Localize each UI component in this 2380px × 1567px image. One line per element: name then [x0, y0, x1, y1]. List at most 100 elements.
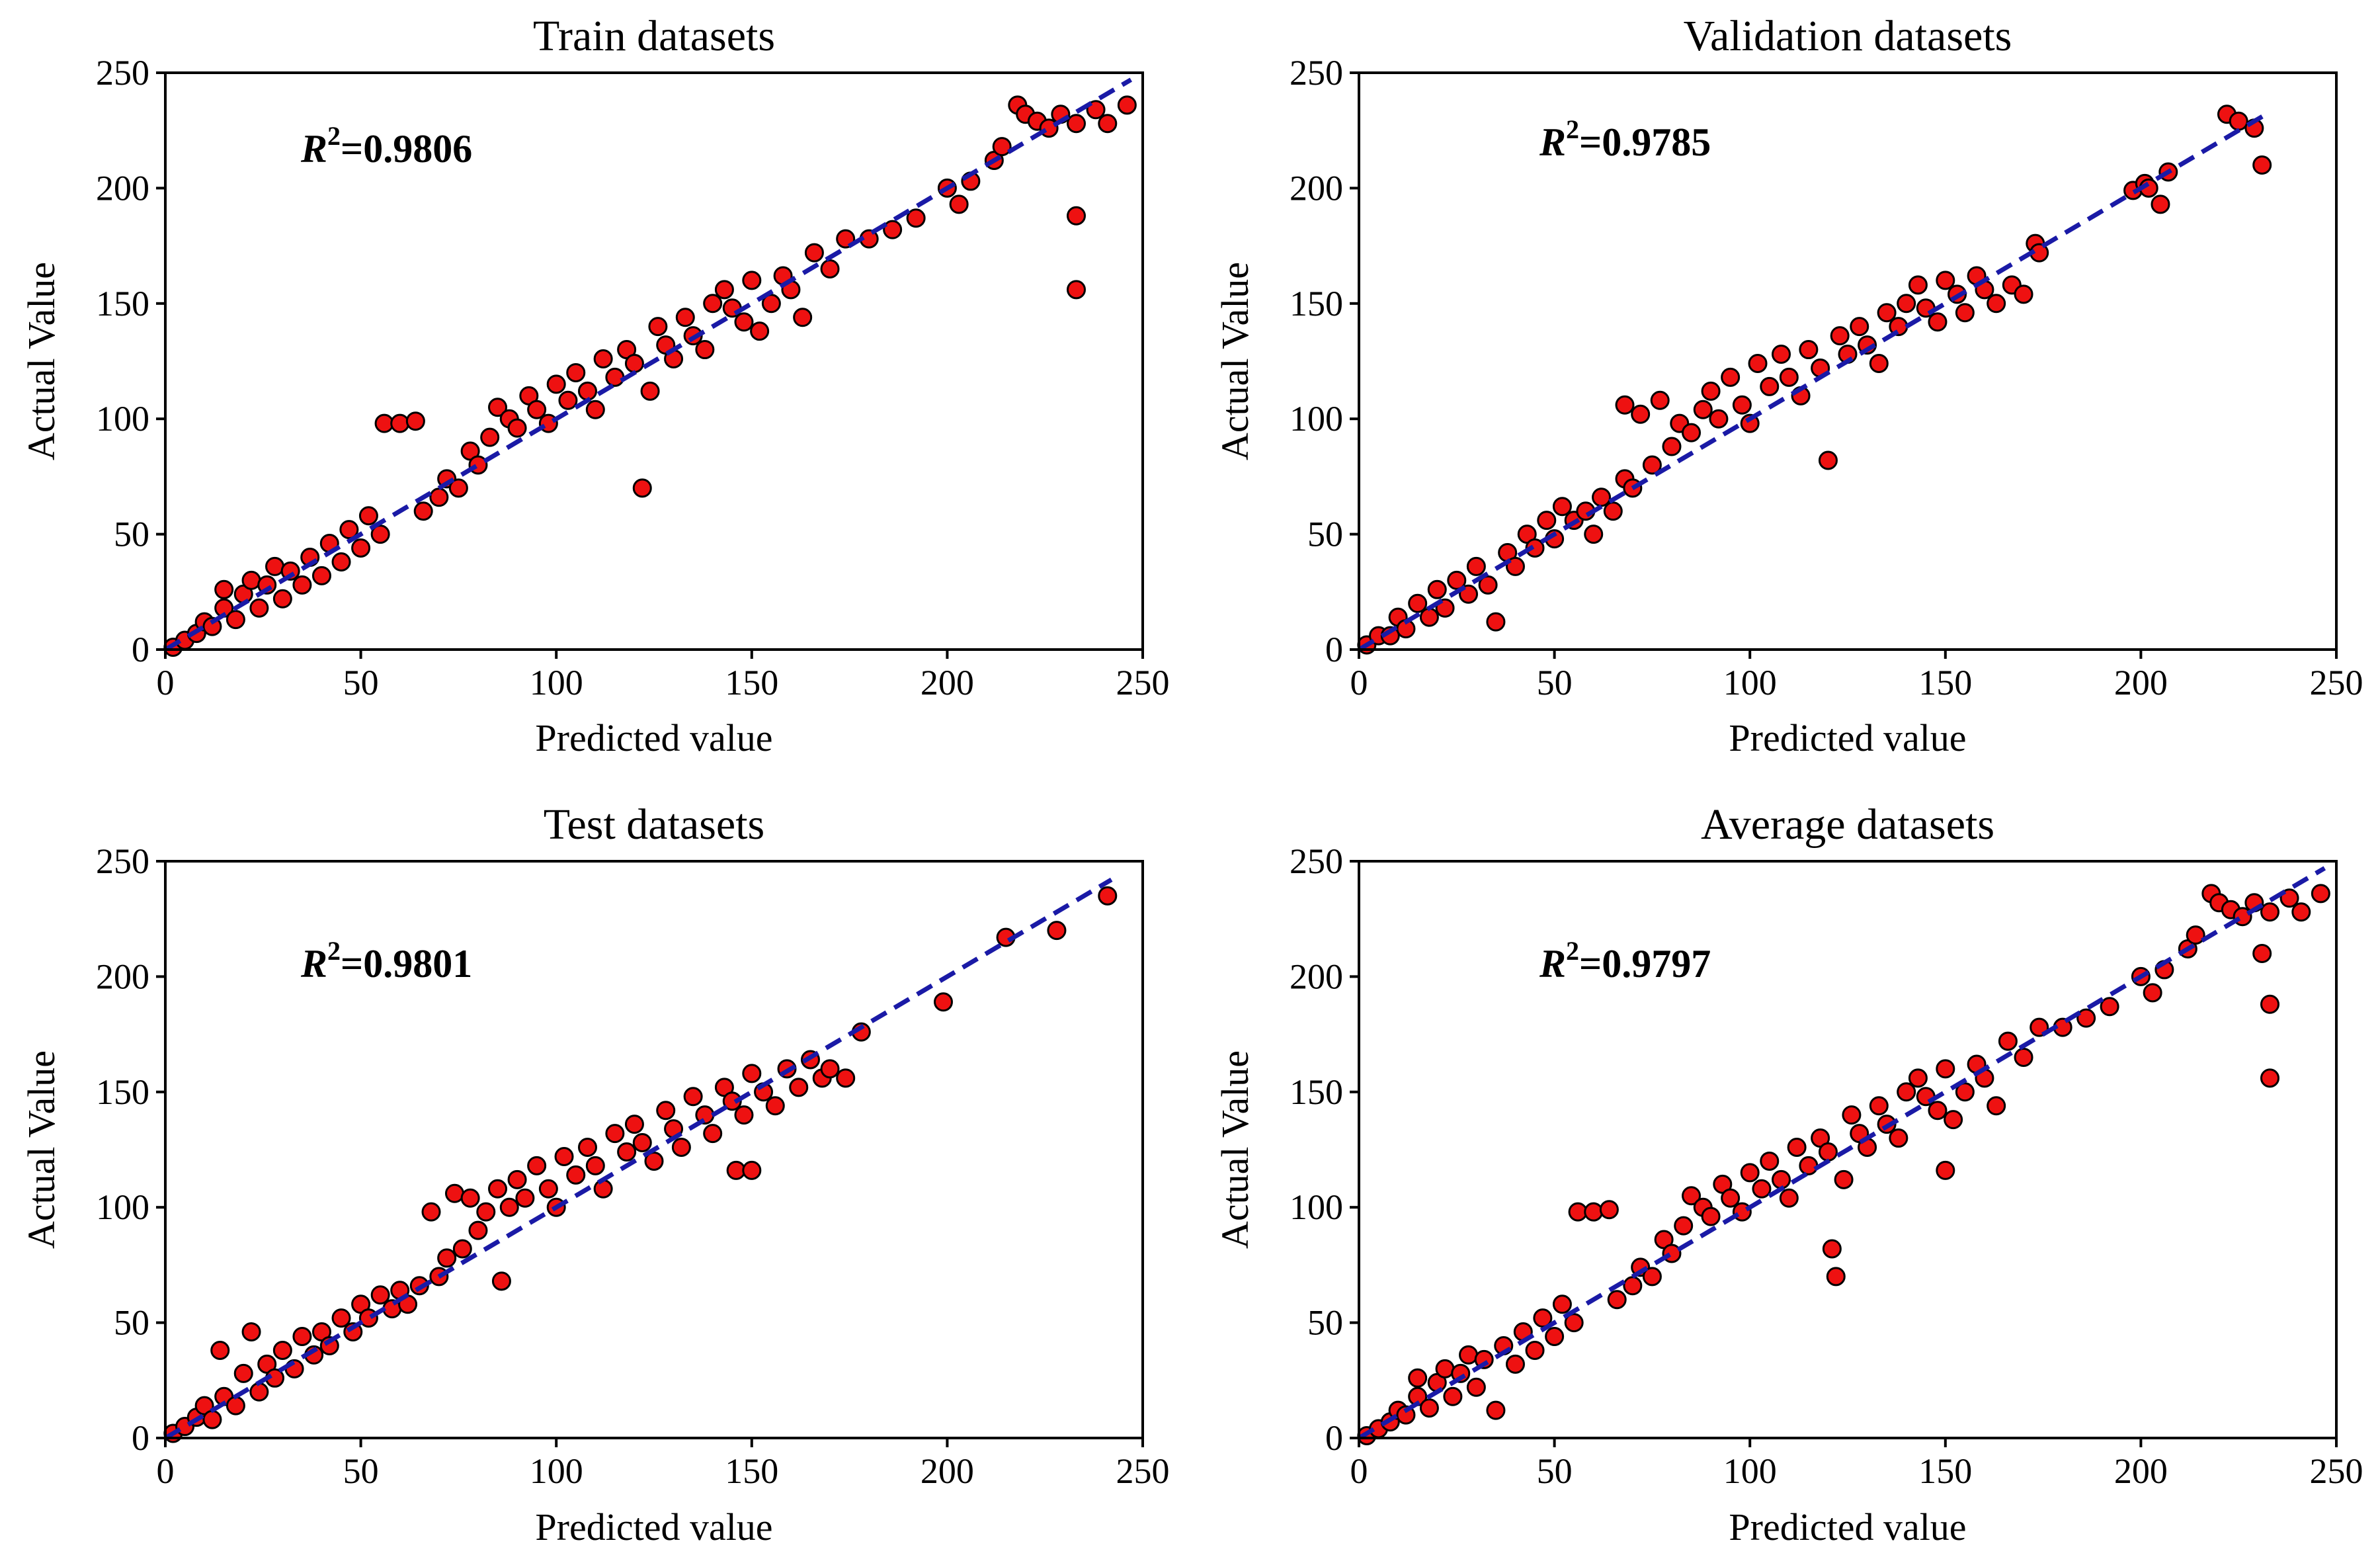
data-point	[1066, 114, 1086, 134]
data-point	[695, 340, 715, 360]
y-tick-label: 0	[1325, 630, 1343, 669]
data-point	[476, 1202, 496, 1222]
data-point	[1117, 95, 1137, 115]
data-point	[374, 413, 394, 433]
r2-sup: 2	[327, 121, 341, 151]
data-point	[468, 1220, 488, 1240]
axes-frame	[1358, 71, 2338, 651]
data-point	[2252, 155, 2272, 175]
data-point	[507, 418, 527, 438]
y-tick-label: 250	[96, 841, 149, 881]
x-tick-label: 150	[1918, 663, 1972, 702]
data-point	[292, 1327, 312, 1347]
r2-sup: 2	[327, 936, 341, 966]
x-tick-label: 200	[921, 1451, 974, 1491]
data-point	[292, 575, 312, 595]
r2-value: =0.9785	[1579, 120, 1711, 164]
data-point	[1877, 303, 1897, 323]
y-tick-label: 150	[1290, 1072, 1343, 1112]
data-point	[1760, 376, 1780, 396]
data-point	[202, 616, 222, 636]
data-point	[1525, 538, 1545, 558]
data-point	[390, 413, 410, 433]
y-tick-label: 0	[132, 630, 149, 669]
data-point	[1944, 1110, 1963, 1130]
data-point	[1419, 607, 1439, 627]
data-point	[488, 1179, 508, 1199]
panel-title: Average datasets	[1701, 800, 1994, 849]
data-point	[726, 1160, 746, 1180]
data-point	[1584, 1202, 1604, 1222]
data-point	[632, 1133, 652, 1153]
y-tick-label: 250	[1290, 841, 1343, 881]
y-tick-label: 0	[1325, 1418, 1343, 1458]
x-tick-label: 150	[1918, 1451, 1972, 1491]
data-point	[617, 1142, 637, 1162]
data-point	[2014, 284, 2033, 304]
data-point	[1674, 1216, 1694, 1236]
y-tick-label: 200	[96, 168, 149, 208]
data-point	[836, 1068, 856, 1088]
r2-annotation: R2=0.9806	[300, 121, 472, 171]
data-point	[1047, 921, 1067, 941]
data-point	[1830, 326, 1850, 346]
data-point	[480, 427, 500, 447]
r2-annotation: R2=0.9797	[1539, 936, 1711, 986]
data-point	[339, 520, 359, 540]
data-point	[1486, 1400, 1506, 1420]
x-tick-label: 200	[2114, 1451, 2168, 1491]
data-point	[1427, 579, 1447, 599]
data-point	[1998, 1031, 2018, 1051]
scatter-points	[1357, 884, 2330, 1446]
data-point	[577, 1138, 597, 1158]
r2-base: R	[300, 127, 327, 171]
data-point	[765, 1096, 785, 1116]
data-point	[585, 1156, 605, 1175]
data-point	[413, 501, 433, 521]
x-axis-label: Predicted value	[1729, 716, 1966, 759]
data-point	[644, 1151, 664, 1171]
data-point	[992, 137, 1012, 157]
data-point	[358, 506, 378, 526]
data-point	[703, 1124, 723, 1144]
data-point	[1701, 1207, 1721, 1226]
data-point	[405, 411, 425, 431]
data-point	[460, 1188, 480, 1208]
data-point	[714, 280, 734, 300]
data-point	[1098, 114, 1118, 134]
y-tick-label: 100	[96, 399, 149, 439]
x-tick-label: 250	[1116, 663, 1170, 702]
data-point	[585, 400, 605, 419]
data-point	[750, 321, 770, 341]
data-point	[1850, 317, 1869, 337]
data-point	[1623, 1276, 1643, 1296]
data-point	[1936, 1059, 1955, 1079]
data-point	[605, 1124, 625, 1144]
x-tick-label: 100	[530, 1451, 583, 1491]
data-point	[1721, 367, 1741, 387]
data-point	[883, 220, 903, 239]
data-point	[1615, 395, 1635, 415]
data-point	[429, 487, 449, 507]
data-point	[789, 1078, 809, 1097]
data-point	[1607, 1290, 1627, 1310]
data-point	[640, 381, 660, 401]
data-point	[226, 1396, 245, 1416]
data-point	[1721, 1188, 1741, 1208]
data-point	[241, 570, 261, 590]
x-tick-label: 50	[343, 663, 379, 702]
data-point	[1396, 1405, 1416, 1425]
data-point	[507, 1169, 527, 1189]
data-point	[1631, 404, 1651, 424]
r2-sup: 2	[1566, 114, 1579, 144]
data-point	[624, 353, 644, 373]
y-tick-label: 200	[96, 956, 149, 996]
data-point	[742, 1064, 762, 1083]
data-point	[1650, 390, 1670, 410]
data-point	[1447, 570, 1467, 590]
data-point	[1419, 1398, 1439, 1418]
panel-title: Test datasets	[544, 800, 764, 849]
data-point	[742, 271, 762, 290]
data-point	[370, 1285, 390, 1305]
data-point	[1568, 1202, 1588, 1222]
